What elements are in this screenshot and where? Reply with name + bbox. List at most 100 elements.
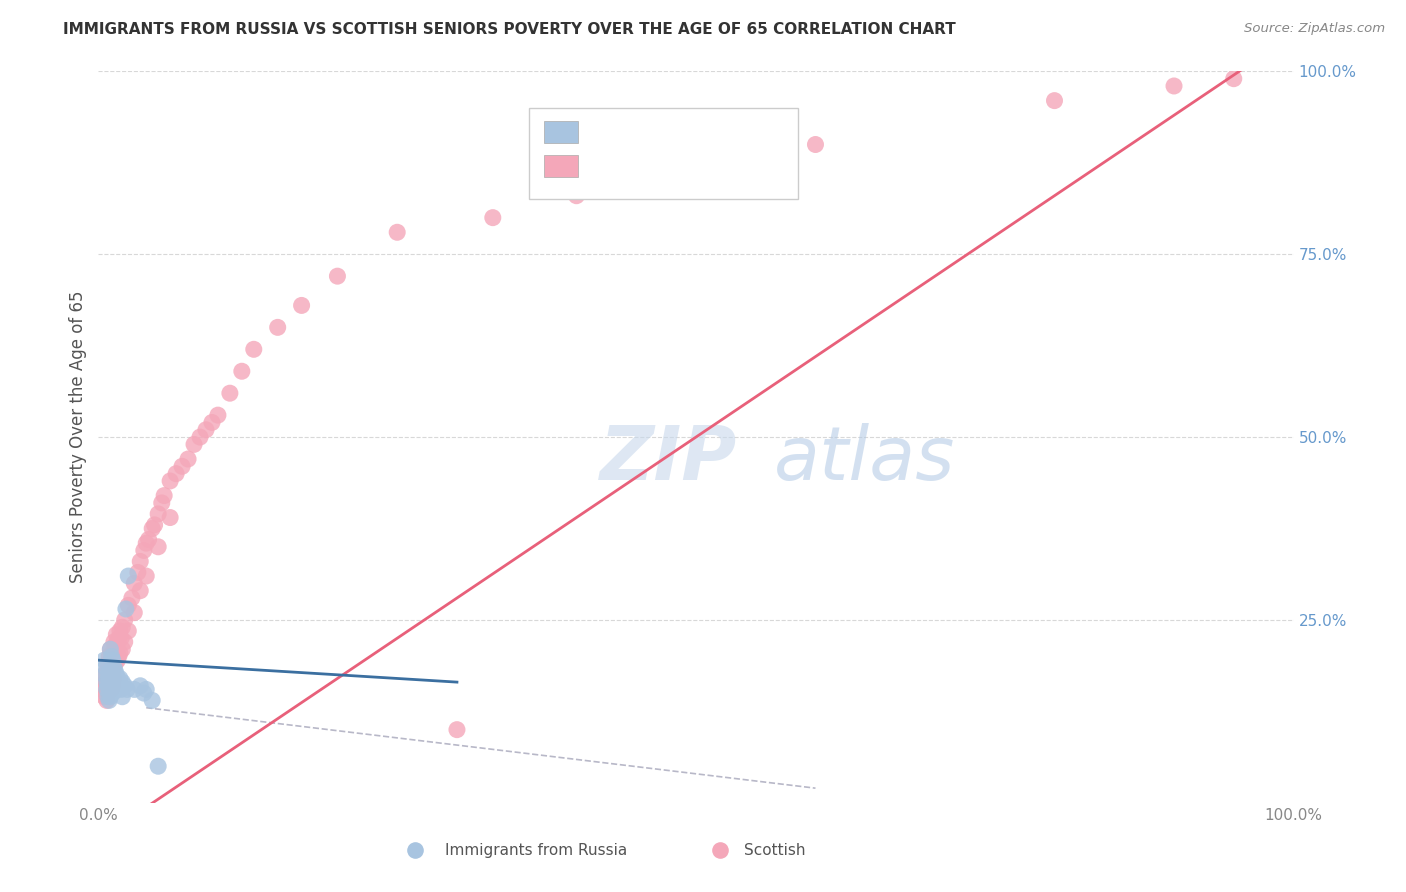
Point (183, 437, 205, 451)
Text: 79: 79 (769, 158, 792, 176)
Point (231, 364, 253, 378)
Text: Scottish: Scottish (744, 843, 806, 858)
Point (97, 686, 120, 700)
Y-axis label: Seniors Poverty Over the Age of 65: Seniors Poverty Over the Age of 65 (69, 291, 87, 583)
Point (111, 690, 134, 704)
Point (103, 675, 125, 690)
Point (103, 653, 125, 667)
Point (97, 672, 120, 686)
Point (94, 686, 117, 700)
Text: 43: 43 (769, 123, 792, 141)
Point (98, 660, 122, 674)
Point (98, 690, 122, 704)
Point (138, 533, 160, 547)
Point (98, 642, 122, 657)
Point (108, 624, 131, 638)
Point (98, 649, 121, 664)
Point (243, 343, 266, 357)
Point (108, 646, 131, 660)
Point (291, 298, 314, 312)
Point (100, 653, 122, 667)
Point (100, 682, 122, 697)
Point (127, 566, 149, 580)
Point (111, 642, 134, 657)
Point (101, 646, 124, 660)
Point (117, 624, 139, 638)
Point (129, 554, 152, 568)
Text: -0.142: -0.142 (637, 123, 697, 141)
Point (165, 467, 187, 481)
Point (135, 682, 157, 697)
FancyBboxPatch shape (544, 155, 578, 178)
Point (404, 843, 426, 857)
Point (115, 682, 138, 697)
Point (177, 452, 200, 467)
Text: ZIP: ZIP (600, 423, 738, 496)
Point (103, 672, 125, 686)
Point (98, 667, 121, 681)
Point (195, 423, 218, 437)
Point (103, 660, 125, 674)
Point (101, 664, 124, 678)
Text: 0.668: 0.668 (637, 158, 696, 176)
Point (101, 679, 124, 693)
Point (326, 269, 349, 284)
Point (132, 686, 155, 700)
Point (107, 649, 129, 664)
Point (804, 137, 827, 152)
Point (100, 649, 122, 664)
Point (143, 517, 166, 532)
Point (685, 160, 707, 174)
Point (104, 639, 127, 653)
Point (159, 474, 181, 488)
Point (148, 507, 170, 521)
Point (97, 657, 120, 671)
Point (98, 664, 122, 678)
FancyBboxPatch shape (529, 108, 797, 200)
Point (1043, 94, 1066, 108)
Point (96, 679, 118, 693)
Point (107, 632, 129, 646)
Point (114, 613, 136, 627)
Point (98, 642, 122, 657)
Point (111, 675, 134, 690)
Point (159, 510, 181, 524)
Point (96, 675, 118, 690)
Point (107, 635, 129, 649)
Point (115, 602, 138, 616)
Point (219, 386, 242, 401)
Point (108, 672, 131, 686)
Text: R =: R = (592, 123, 628, 141)
Point (124, 682, 146, 697)
Point (107, 653, 129, 667)
Point (153, 489, 176, 503)
Point (103, 635, 125, 649)
Point (201, 416, 224, 430)
Point (100, 667, 122, 681)
Point (117, 599, 139, 613)
Point (96, 664, 118, 678)
Point (104, 664, 127, 678)
Point (97, 690, 120, 704)
FancyBboxPatch shape (544, 121, 578, 143)
Point (172, 459, 194, 474)
Point (96, 682, 118, 697)
Point (111, 620, 134, 634)
Point (100, 667, 122, 681)
Point (446, 723, 468, 737)
Point (97, 667, 120, 681)
Point (101, 672, 124, 686)
Point (104, 657, 127, 671)
Point (1163, 78, 1185, 93)
Point (481, 211, 505, 225)
Point (98, 682, 121, 697)
Point (96, 693, 118, 707)
Point (110, 682, 132, 697)
Point (124, 576, 146, 591)
Point (94, 660, 117, 674)
Point (93, 667, 115, 681)
Point (98, 682, 121, 697)
Point (709, 843, 731, 857)
Point (385, 225, 409, 239)
Point (141, 693, 163, 707)
